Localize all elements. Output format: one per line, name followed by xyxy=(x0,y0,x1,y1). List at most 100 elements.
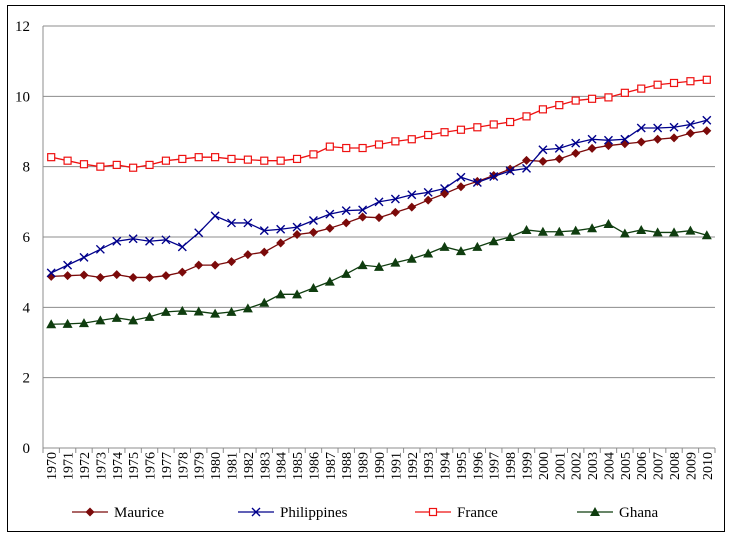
data-point xyxy=(358,212,368,222)
x-tick-label: 1995 xyxy=(455,452,470,480)
x-tick-label: 1987 xyxy=(324,452,339,480)
data-point xyxy=(341,206,351,216)
data-point xyxy=(571,96,580,105)
data-point xyxy=(473,123,482,132)
axes xyxy=(42,26,716,453)
data-point xyxy=(489,172,499,182)
data-point xyxy=(308,227,318,237)
legend-label: Ghana xyxy=(619,505,658,521)
data-point xyxy=(669,78,679,88)
data-point xyxy=(620,134,630,144)
y-tick-label: 0 xyxy=(23,441,31,457)
data-point xyxy=(226,306,237,316)
series-line xyxy=(51,130,707,279)
data-point xyxy=(669,133,679,143)
data-point xyxy=(456,172,466,182)
data-point xyxy=(129,163,138,172)
data-point xyxy=(571,138,581,148)
data-point xyxy=(63,271,73,281)
data-point xyxy=(390,257,401,267)
x-tick-label: 2009 xyxy=(684,452,699,480)
x-tick-label: 1981 xyxy=(225,452,240,480)
x-tick-label: 2002 xyxy=(570,452,585,480)
x-tick-label: 1979 xyxy=(193,452,208,480)
data-point xyxy=(243,218,253,228)
legend-item-ghana: Ghana xyxy=(577,505,658,521)
data-point xyxy=(554,226,565,236)
data-point xyxy=(489,120,498,129)
data-point xyxy=(456,125,466,134)
y-tick-label: 8 xyxy=(23,160,31,176)
data-point xyxy=(406,253,417,263)
x-tick-label: 2000 xyxy=(537,452,552,480)
x-tick-label: 2005 xyxy=(619,452,634,480)
data-point xyxy=(587,134,597,144)
data-point xyxy=(161,235,171,245)
data-point xyxy=(79,160,89,169)
y-tick-label: 10 xyxy=(15,89,30,105)
data-point xyxy=(555,101,564,110)
y-tick-label: 2 xyxy=(23,371,31,387)
data-point xyxy=(358,205,368,215)
data-point xyxy=(522,112,531,121)
x-tick-label: 1993 xyxy=(422,452,437,480)
data-point xyxy=(506,117,515,127)
data-point xyxy=(226,257,236,267)
x-tick-label: 1989 xyxy=(357,452,372,480)
data-point xyxy=(79,270,89,280)
data-point xyxy=(374,197,384,207)
series-group xyxy=(46,75,712,329)
data-point xyxy=(292,289,303,299)
data-point xyxy=(292,222,302,232)
legend-item-maurice: Maurice xyxy=(72,505,164,521)
data-point xyxy=(423,187,433,197)
legend-label: France xyxy=(457,505,498,521)
data-point xyxy=(604,93,613,102)
data-point xyxy=(374,261,384,271)
legend: Maurice Philippines France Ghana xyxy=(72,505,658,521)
data-point xyxy=(341,218,351,228)
x-tick-label: 2007 xyxy=(652,452,667,480)
data-point xyxy=(702,126,712,136)
data-point xyxy=(522,155,532,165)
data-point xyxy=(374,140,384,149)
x-tick-label: 2008 xyxy=(668,452,683,480)
data-point xyxy=(570,225,581,235)
x-axis-ticks: 1970 1971 1972 1973 1974 1975 1976 1977 1978 1979… xyxy=(45,452,716,480)
x-tick-label: 1975 xyxy=(127,452,142,480)
series-france xyxy=(47,75,711,172)
data-point xyxy=(145,236,155,246)
data-point xyxy=(112,160,121,170)
data-point xyxy=(260,156,269,165)
data-point xyxy=(243,250,253,260)
data-point xyxy=(521,224,532,234)
x-tick-label: 1986 xyxy=(307,452,322,480)
data-point xyxy=(456,182,466,192)
data-point xyxy=(96,162,105,171)
x-tick-label: 1988 xyxy=(340,452,355,480)
data-point xyxy=(637,84,646,93)
data-point xyxy=(374,213,384,223)
data-point xyxy=(324,276,335,286)
data-point xyxy=(620,88,629,97)
data-point xyxy=(227,154,236,164)
x-tick-label: 1980 xyxy=(209,452,224,480)
x-tick-label: 1994 xyxy=(439,452,454,480)
data-point xyxy=(128,234,138,244)
data-point xyxy=(571,148,581,158)
x-tick-label: 2010 xyxy=(701,452,716,480)
data-point xyxy=(455,246,466,256)
data-point xyxy=(292,154,302,164)
data-point xyxy=(47,153,56,162)
x-tick-label: 1998 xyxy=(504,452,519,480)
x-tick-label: 1996 xyxy=(471,452,486,480)
data-point xyxy=(259,226,269,236)
y-axis-ticks: 0 2 4 6 8 10 12 xyxy=(15,19,31,457)
data-point xyxy=(161,156,171,165)
legend-swatch-marker xyxy=(251,507,261,517)
x-tick-label: 1972 xyxy=(78,452,93,480)
data-point xyxy=(161,271,171,281)
data-point xyxy=(407,190,417,200)
data-point xyxy=(357,260,368,270)
data-point xyxy=(685,119,695,129)
